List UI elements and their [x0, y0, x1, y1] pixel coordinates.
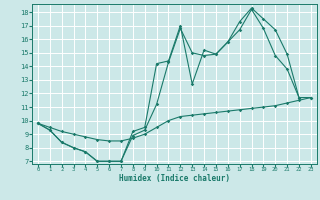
X-axis label: Humidex (Indice chaleur): Humidex (Indice chaleur) — [119, 174, 230, 183]
